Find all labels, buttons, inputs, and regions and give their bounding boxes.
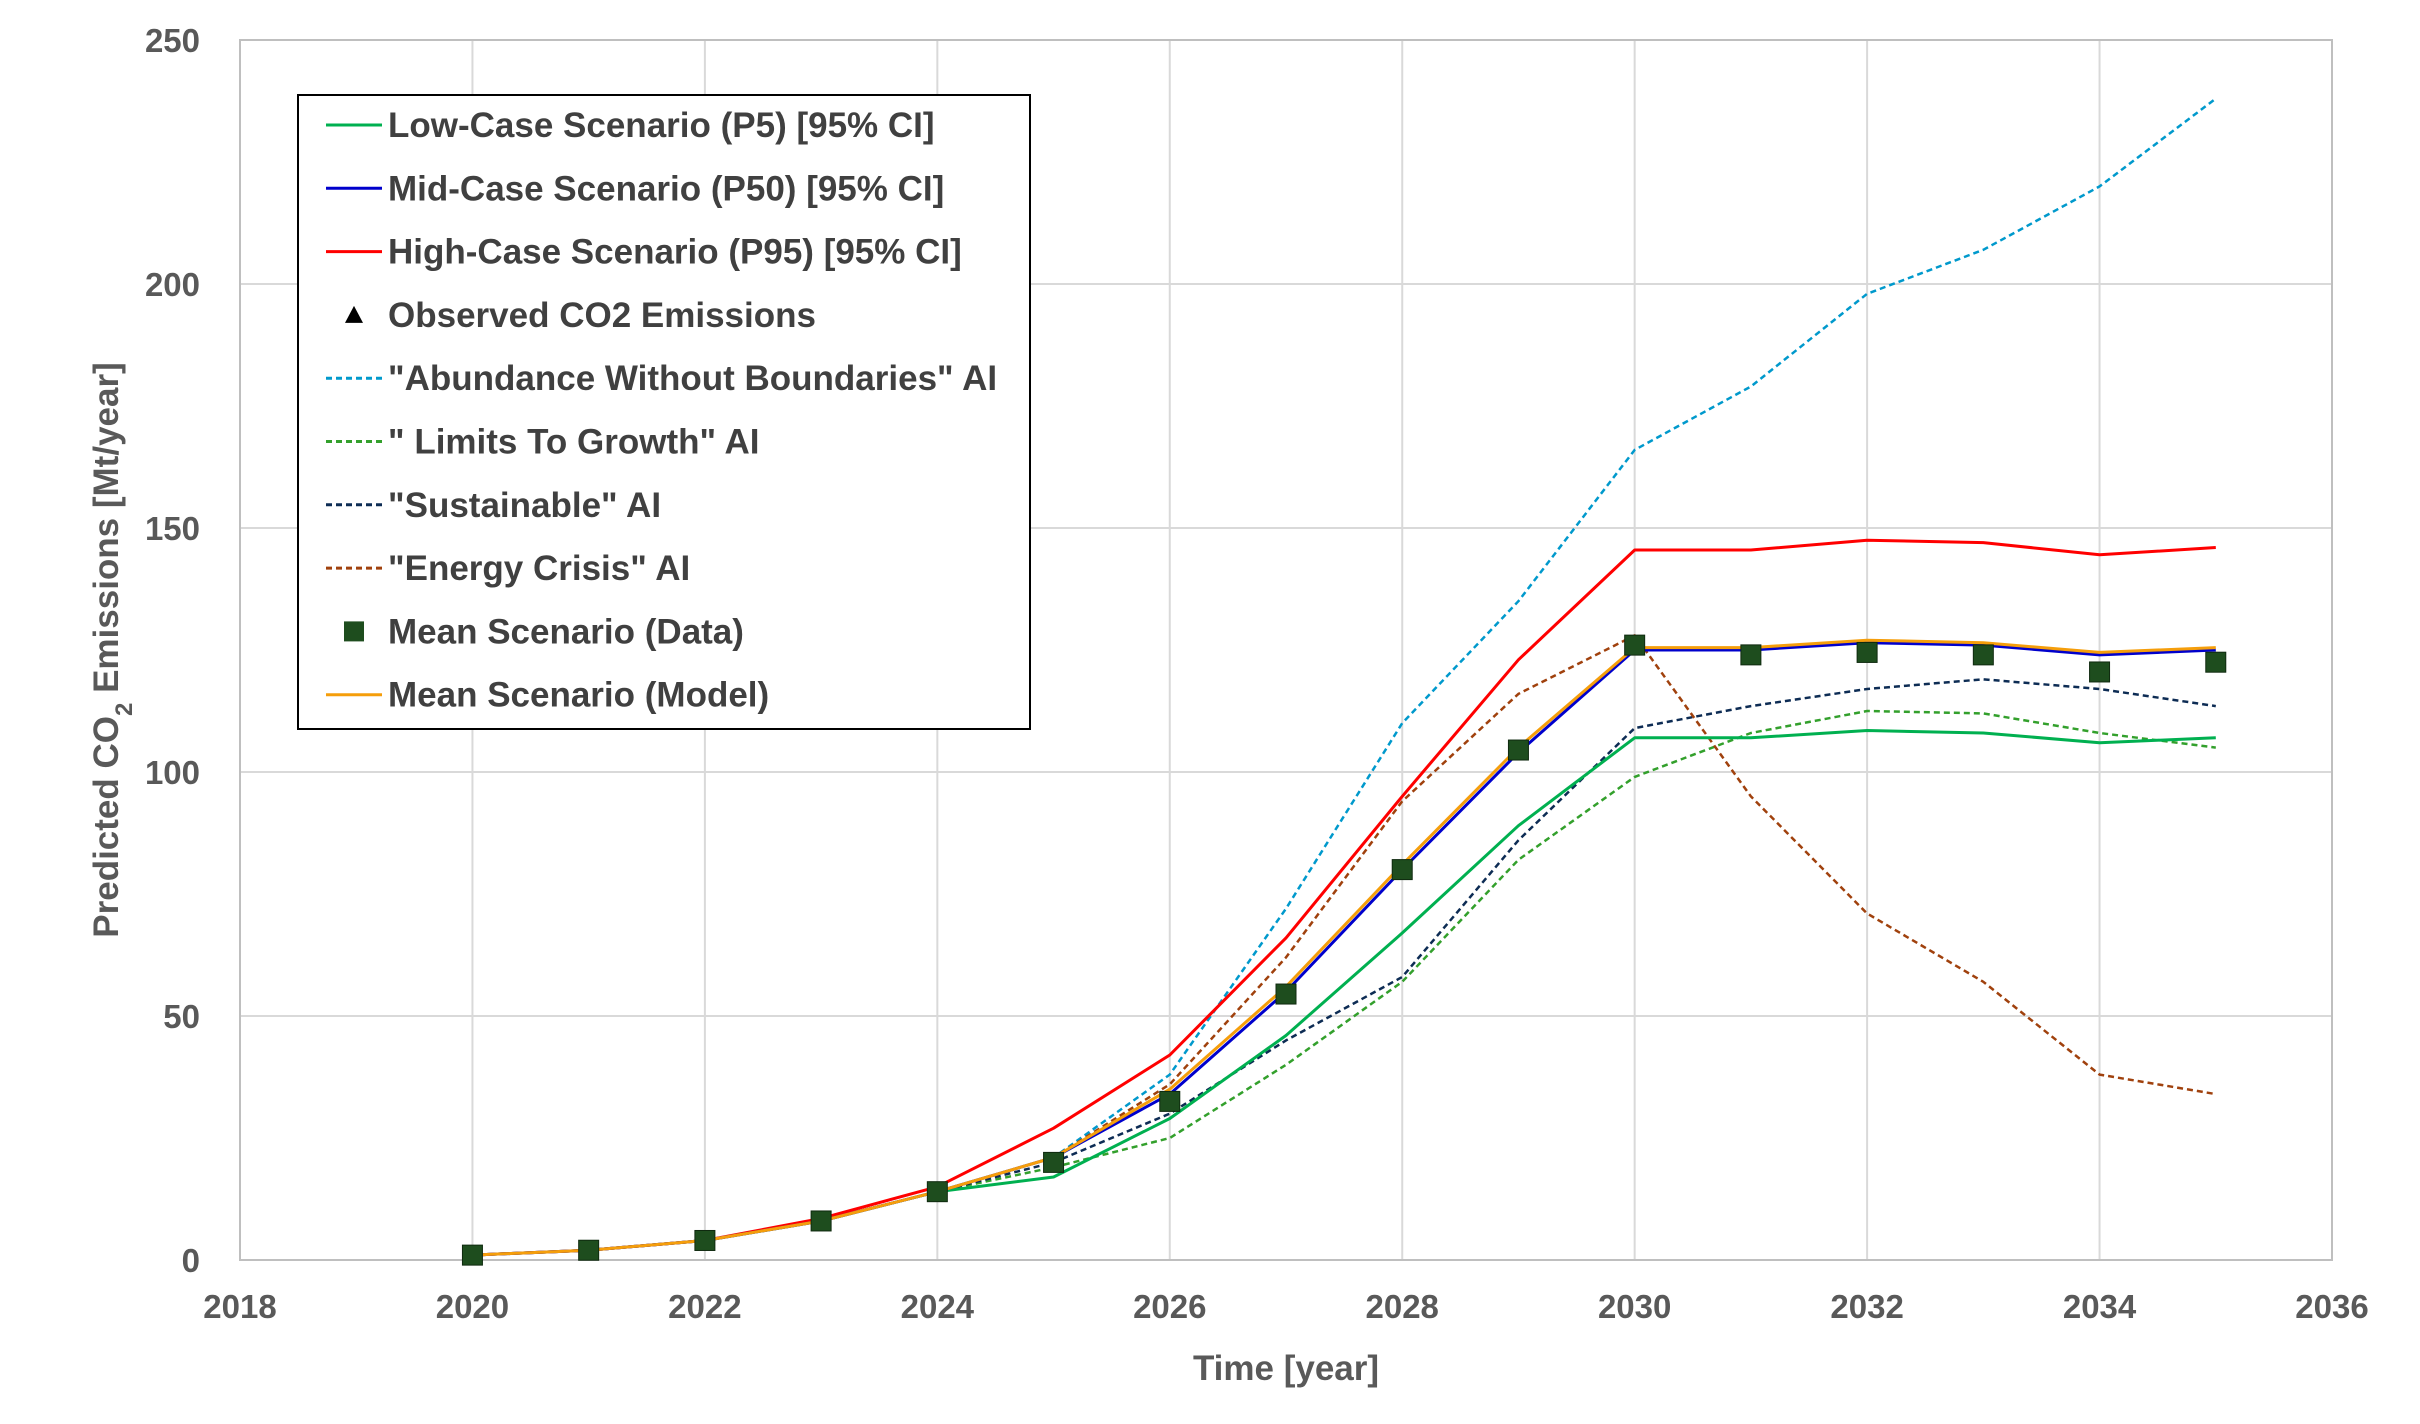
plot-area-frame <box>239 39 2333 1261</box>
legend-entry: High-Case Scenario (P95) [95% CI] <box>326 233 962 272</box>
legend-label: Low-Case Scenario (P5) [95% CI] <box>388 106 935 145</box>
data-point-marker <box>2205 651 2227 673</box>
legend-entry: Low-Case Scenario (P5) [95% CI] <box>326 106 935 145</box>
x-tick-label: 2020 <box>436 1288 509 1325</box>
x-axis-ticks: 2018 2020 2022 2024 2026 2028 2030 2032 2034 2036 <box>203 1288 2368 1325</box>
legend-label: " Limits To Growth" AI <box>388 423 760 462</box>
y-tick-label: 200 <box>145 266 200 303</box>
data-point-marker <box>461 1244 483 1266</box>
x-tick-label: 2018 <box>203 1288 276 1325</box>
series-9-line <box>472 638 2216 1257</box>
legend-entry: " Limits To Growth" AI <box>326 423 760 462</box>
y-tick-label: 150 <box>145 510 200 547</box>
x-axis-title: Time [year] <box>1193 1349 1379 1388</box>
legend-label: "Abundance Without Boundaries" AI <box>388 359 997 398</box>
legend-label: Mid-Case Scenario (P50) [95% CI] <box>388 169 944 208</box>
data-point-marker <box>810 1210 832 1232</box>
x-tick-label: 2026 <box>1133 1288 1206 1325</box>
y-tick-label: 50 <box>163 998 200 1035</box>
data-point-marker <box>1391 859 1413 881</box>
y-axis-title-subscript: 2 <box>111 703 138 716</box>
x-tick-label: 2034 <box>2063 1288 2137 1325</box>
legend-triangle-marker <box>345 305 363 323</box>
legend-label: "Sustainable" AI <box>388 486 661 525</box>
x-tick-label: 2032 <box>1830 1288 1903 1325</box>
y-axis-ticks: 0 50 100 150 200 250 <box>145 22 200 1279</box>
data-point-marker <box>1043 1151 1065 1173</box>
legend-entry: Mean Scenario (Data) <box>344 612 744 651</box>
y-axis-title-part-1: Predicted CO <box>87 716 126 938</box>
y-axis-title: Predicted CO2 Emissions [Mt/year] <box>87 362 138 937</box>
y-tick-label: 0 <box>182 1242 200 1279</box>
x-tick-label: 2024 <box>901 1288 975 1325</box>
y-tick-label: 250 <box>145 22 200 59</box>
x-tick-label: 2030 <box>1598 1288 1671 1325</box>
legend-entry: "Abundance Without Boundaries" AI <box>326 359 997 398</box>
legend-label: Mean Scenario (Model) <box>388 676 769 715</box>
legend-square-marker <box>344 621 364 642</box>
legend-label: High-Case Scenario (P95) [95% CI] <box>388 233 962 272</box>
data-point-marker <box>1856 641 1878 663</box>
data-point-marker <box>1624 634 1646 656</box>
data-point-marker <box>2089 661 2111 683</box>
legend-entry: "Sustainable" AI <box>326 486 661 525</box>
legend: Low-Case Scenario (P5) [95% CI] Mid-Case … <box>297 94 1031 730</box>
legend-label: Observed CO2 Emissions <box>388 296 816 335</box>
data-point-marker <box>694 1229 716 1251</box>
x-tick-label: 2022 <box>668 1288 741 1325</box>
data-point-marker <box>1507 739 1529 761</box>
y-tick-label: 100 <box>145 754 200 791</box>
legend-box <box>297 94 1031 730</box>
legend-label: "Energy Crisis" AI <box>388 549 690 588</box>
y-axis-title-part-2: Emissions [Mt/year] <box>87 362 126 702</box>
x-tick-label: 2028 <box>1366 1288 1439 1325</box>
data-point-marker <box>1740 644 1762 666</box>
legend-entry: Observed CO2 Emissions <box>345 296 816 335</box>
data-point-marker <box>926 1181 948 1203</box>
legend-label: Mean Scenario (Data) <box>388 612 744 651</box>
legend-entry: Mid-Case Scenario (P50) [95% CI] <box>326 169 944 208</box>
mean-data-markers <box>461 634 2227 1266</box>
data-point-marker <box>1159 1090 1181 1112</box>
data-point-marker <box>1275 983 1297 1005</box>
data-point-marker <box>1972 644 1994 666</box>
legend-entry: Mean Scenario (Model) <box>326 676 769 715</box>
data-point-marker <box>578 1239 600 1261</box>
x-tick-label: 2036 <box>2295 1288 2368 1325</box>
series-layer <box>461 97 2227 1266</box>
legend-entry: "Energy Crisis" AI <box>326 549 690 588</box>
